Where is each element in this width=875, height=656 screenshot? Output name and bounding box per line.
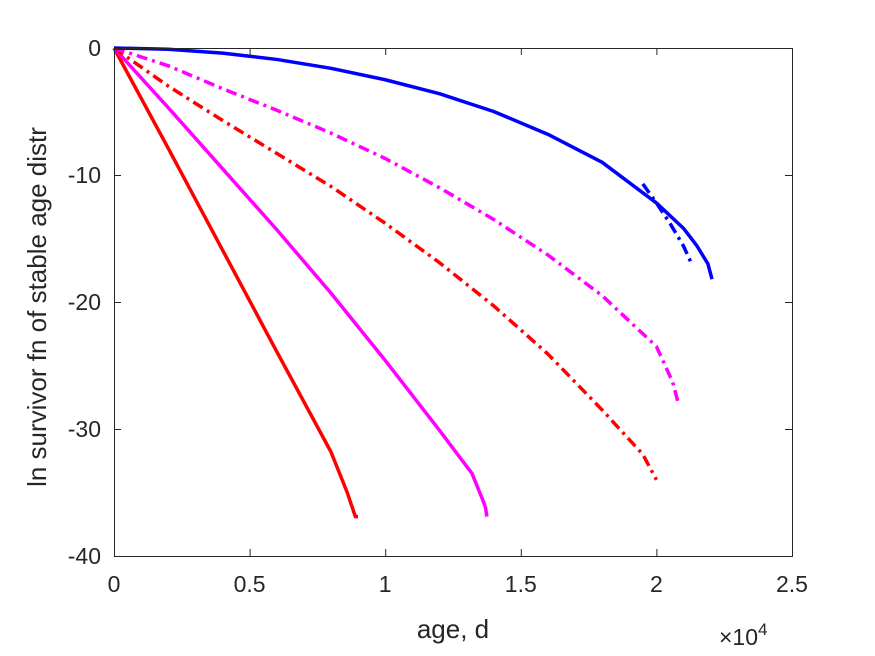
y-tick-label: -40 bbox=[68, 543, 101, 569]
x-axis-exponent-base: ×10 bbox=[719, 624, 758, 650]
x-axis-exponent: ×104 bbox=[719, 620, 767, 650]
series-line-6 bbox=[641, 182, 694, 265]
x-axis-label: age, d bbox=[417, 614, 489, 644]
plot-area bbox=[114, 48, 792, 556]
y-tick-label: -30 bbox=[68, 416, 101, 442]
series-line-2 bbox=[112, 46, 489, 517]
x-tick-label: 1 bbox=[379, 571, 392, 597]
x-tick-label: 0 bbox=[108, 571, 121, 597]
x-tick-label: 1.5 bbox=[505, 571, 537, 597]
series-line-4 bbox=[113, 46, 680, 403]
x-axis-exponent-power: 4 bbox=[758, 620, 767, 639]
x-axis-ticks: 0 0.5 1 1.5 2 2.5 bbox=[108, 48, 808, 597]
x-tick-label: 0.5 bbox=[234, 571, 266, 597]
x-tick-label: 2.5 bbox=[776, 571, 808, 597]
y-tick-label: -10 bbox=[68, 162, 101, 188]
series-line-5 bbox=[113, 46, 714, 280]
y-axis-label: ln survivor fn of stable age distr bbox=[22, 127, 52, 487]
x-tick-label: 2 bbox=[650, 571, 663, 597]
y-tick-label: -20 bbox=[68, 289, 101, 315]
y-axis-ticks: 0 -10 -20 -30 -40 bbox=[68, 35, 792, 569]
series-layer bbox=[112, 46, 714, 519]
y-tick-label: 0 bbox=[88, 35, 101, 61]
series-line-1 bbox=[112, 47, 359, 519]
